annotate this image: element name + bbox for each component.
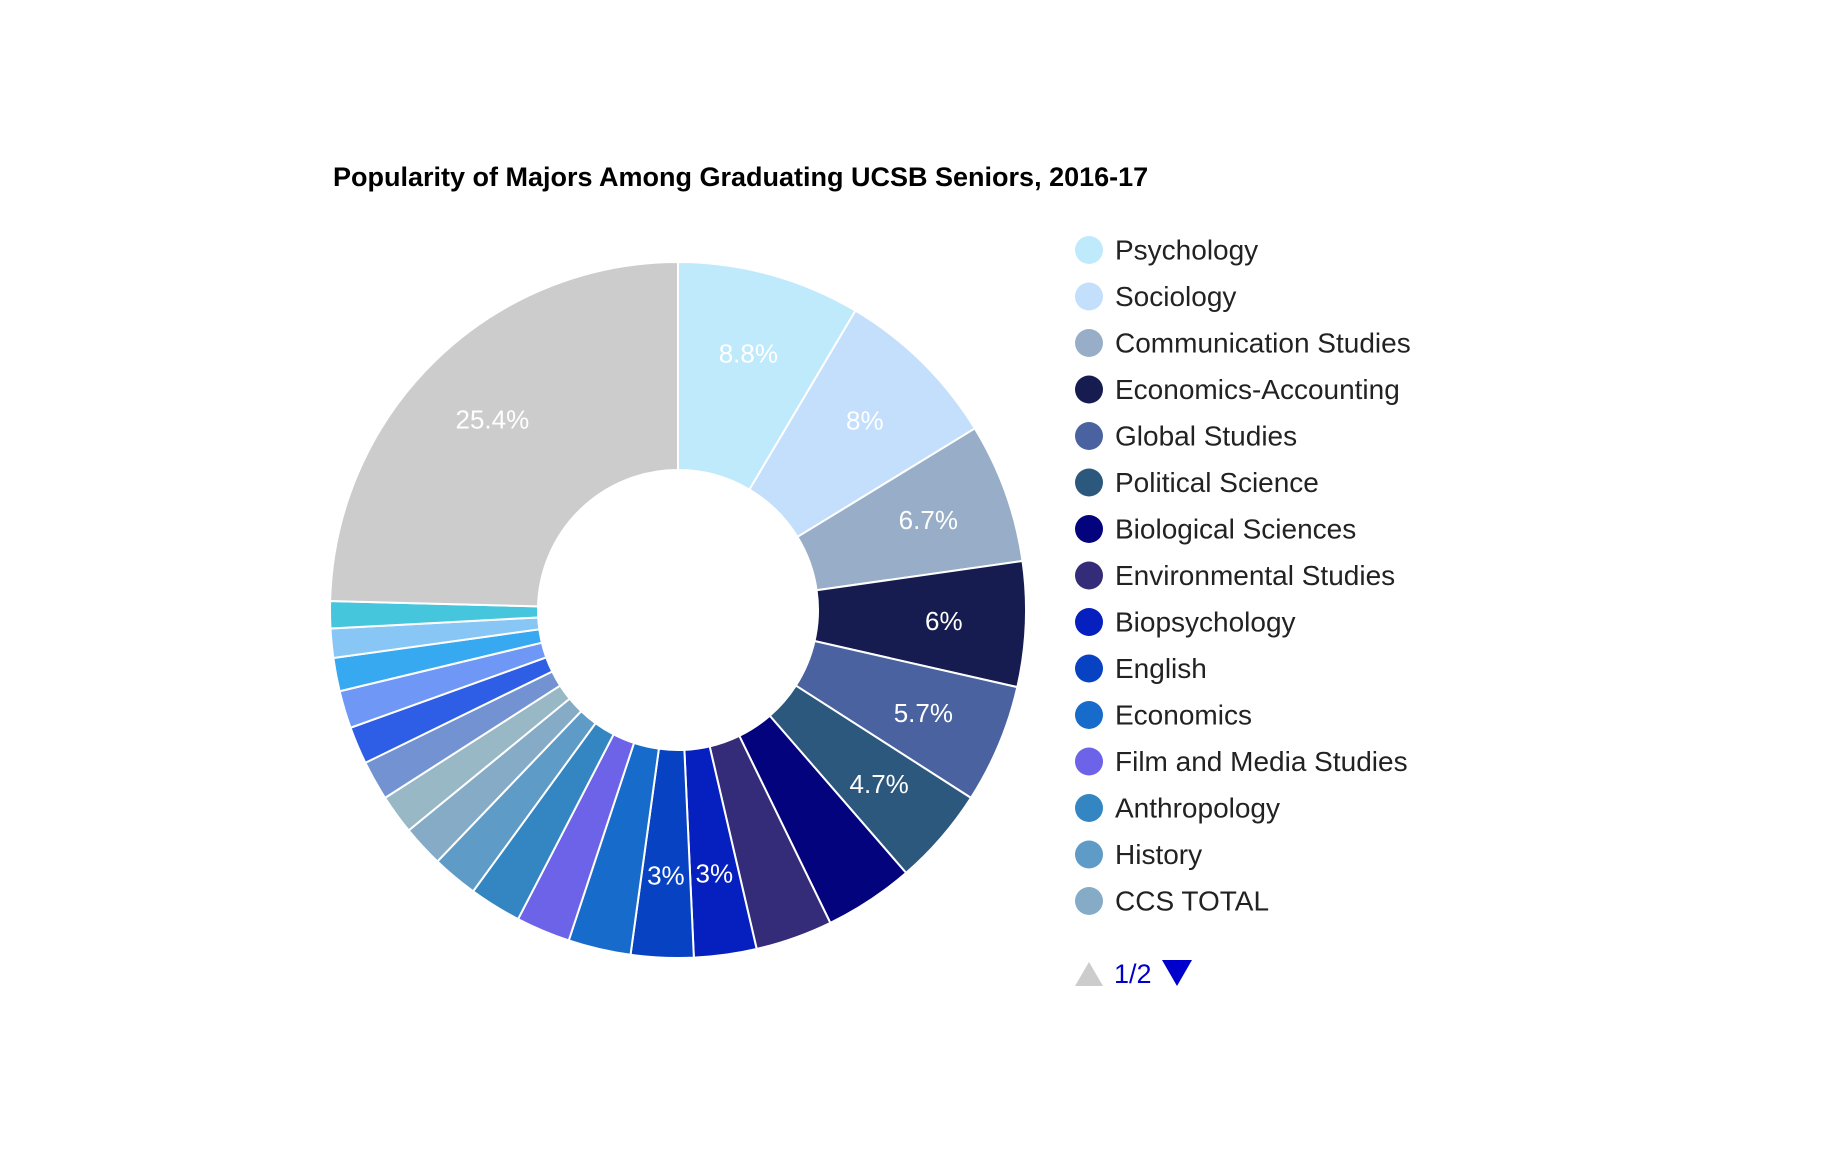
legend-label: Biopsychology [1115,607,1296,638]
legend-item-biopsychology[interactable]: Biopsychology [1075,607,1296,638]
slice-data-label: 8.8% [719,338,778,368]
legend-item-political-science[interactable]: Political Science [1075,467,1319,498]
legend-item-film-and-media-studies[interactable]: Film and Media Studies [1075,746,1408,777]
pie-slice-unlabeled-22[interactable] [329,260,679,608]
legend-item-environmental-studies[interactable]: Environmental Studies [1075,560,1395,591]
legend-swatch [1075,701,1103,729]
legend-swatch [1075,608,1103,636]
legend-item-biological-sciences[interactable]: Biological Sciences [1075,514,1356,545]
legend-label: History [1115,839,1202,870]
legend-swatch [1075,887,1103,915]
legend-swatch [1075,747,1103,776]
legend-swatch [1075,561,1103,590]
legend-item-economics[interactable]: Economics [1075,700,1252,731]
pager-down-arrow-icon[interactable] [1162,960,1192,986]
legend-swatch [1075,236,1103,264]
legend-label: Political Science [1115,467,1319,498]
legend-label: Environmental Studies [1115,560,1395,591]
slice-data-label: 6% [925,606,963,636]
legend-pager: 1/2 [1075,959,1192,989]
legend-swatch [1075,329,1103,357]
pager-page-indicator: 1/2 [1114,959,1152,989]
legend-label: CCS TOTAL [1115,886,1269,917]
legend-label: Communication Studies [1115,328,1411,359]
legend-label: Psychology [1115,235,1258,266]
legend-label: Economics [1115,700,1252,731]
legend-swatch [1075,515,1103,543]
slice-data-label: 3% [647,861,685,891]
legend-item-psychology[interactable]: Psychology [1075,235,1258,266]
legend-swatch [1075,468,1103,497]
chart-title: Popularity of Majors Among Graduating UC… [333,162,1148,192]
legend-swatch [1075,654,1103,683]
pager-up-arrow-icon[interactable] [1075,962,1103,986]
slice-data-label: 25.4% [455,404,529,434]
slice-data-label: 4.7% [850,769,909,799]
legend-label: English [1115,653,1207,684]
legend: Psychology Sociology Communication Studies… [1075,235,1411,917]
legend-swatch [1075,794,1103,822]
legend-item-sociology[interactable]: Sociology [1075,281,1236,312]
legend-label: Biological Sciences [1115,514,1356,545]
slice-data-label: 8% [846,406,884,436]
legend-label: Global Studies [1115,421,1297,452]
slice-data-label: 6.7% [899,505,958,535]
legend-label: Sociology [1115,281,1236,312]
legend-item-history[interactable]: History [1075,839,1202,870]
slice-data-label: 5.7% [894,698,953,728]
legend-item-ccs-total[interactable]: CCS TOTAL [1075,886,1269,917]
slice-labels-group: 8.8% 8% 6.7% 6% 5.7% 4.7% 3% 3% 25.4% [455,338,962,890]
legend-label: Economics-Accounting [1115,374,1400,405]
slice-data-label: 3% [696,859,734,889]
legend-swatch [1075,840,1103,869]
slices-group [329,260,1027,959]
legend-item-communication-studies[interactable]: Communication Studies [1075,328,1411,359]
legend-item-anthropology[interactable]: Anthropology [1075,793,1280,824]
legend-item-english[interactable]: English [1075,653,1207,684]
legend-label: Anthropology [1115,793,1280,824]
legend-label: Film and Media Studies [1115,746,1408,777]
legend-swatch [1075,375,1103,404]
legend-item-economics-accounting[interactable]: Economics-Accounting [1075,374,1400,405]
legend-item-global-studies[interactable]: Global Studies [1075,421,1297,452]
legend-swatch [1075,282,1103,311]
legend-swatch [1075,422,1103,450]
